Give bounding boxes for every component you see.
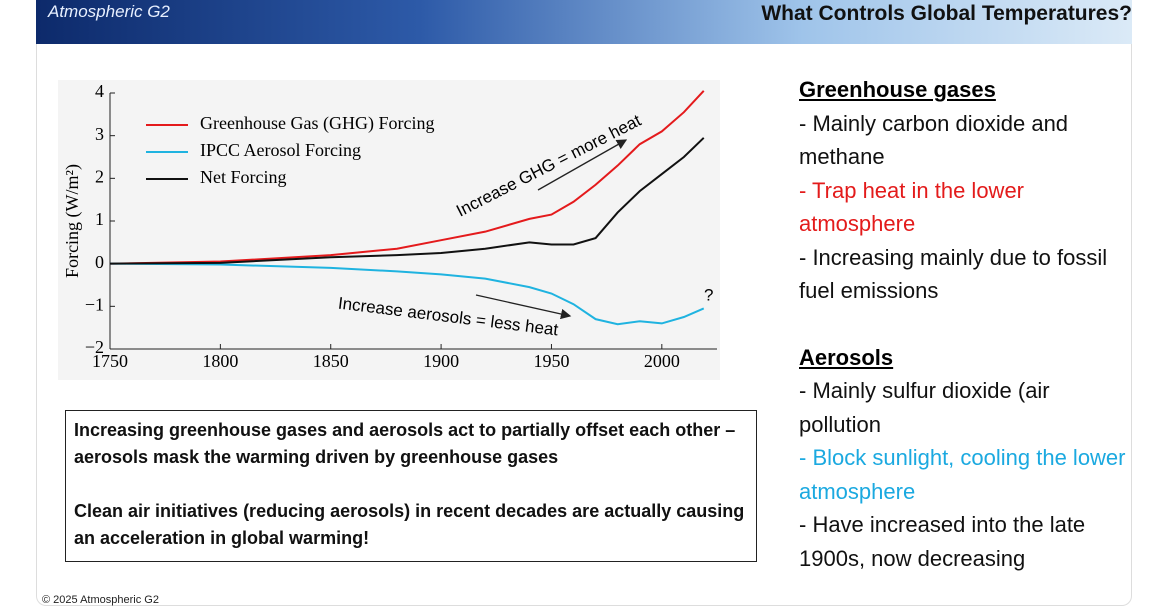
- section-item: - Mainly sulfur dioxide (air pollution: [799, 378, 1050, 437]
- annotation: Increase GHG = more heat: [453, 111, 644, 221]
- y-tick-label: 0: [95, 252, 104, 272]
- legend-label: IPCC Aerosol Forcing: [200, 140, 361, 160]
- x-tick-label: 2000: [644, 351, 680, 371]
- chart: −2 −1 0 1 2 3 4 1750 1800 1850 1900 1950 2000 Forcing…: [58, 80, 720, 380]
- y-tick-label: −1: [85, 294, 104, 314]
- slide-frame: [36, 0, 1132, 606]
- slide-title: What Controls Global Temperatures?: [761, 2, 1132, 25]
- x-tick-label: 1900: [423, 351, 459, 371]
- legend-label: Greenhouse Gas (GHG) Forcing: [200, 113, 434, 134]
- arrow: [537, 139, 628, 191]
- annotation: Increase aerosols = less heat: [337, 294, 560, 340]
- section-heading: Greenhouse gases: [799, 77, 996, 102]
- section-item: - Trap heat in the lower atmosphere: [799, 177, 1025, 237]
- x-tick-label: 1950: [533, 351, 569, 371]
- note-text: Increasing greenhouse gases and aerosols…: [74, 420, 736, 467]
- header: Atmospheric G2 What Controls Global Temp…: [36, 0, 1132, 44]
- legend-label: Net Forcing: [200, 167, 286, 187]
- arrow: [475, 294, 572, 320]
- x-tick-label: 1750: [92, 351, 128, 371]
- y-tick-label: 4: [95, 81, 104, 101]
- section-item: - Increasing mainly due to fossil fuel e…: [799, 244, 1108, 304]
- section-item: - Block sunlight, cooling the lower atmo…: [799, 445, 1126, 504]
- section-item: - Have increased into the late 1900s, no…: [799, 512, 1086, 571]
- note-text: Clean air initiatives (reducing aerosols…: [74, 501, 745, 548]
- logo: Atmospheric G2: [48, 2, 170, 21]
- series-line: [109, 90, 705, 265]
- section-heading: Aerosols: [799, 344, 894, 370]
- note-box: Increasing greenhouse gases and aerosols…: [65, 410, 757, 562]
- y-axis-label: Forcing (W/m²): [62, 164, 83, 278]
- y-tick-label: −2: [85, 337, 104, 357]
- x-tick-label: 1850: [313, 351, 349, 371]
- annotation: ?: [704, 285, 713, 304]
- y-tick-label: 1: [95, 209, 104, 229]
- series-line: [109, 262, 705, 326]
- y-tick-label: 2: [95, 166, 104, 186]
- footer: © 2025 Atmospheric G2: [42, 594, 159, 606]
- x-tick-label: 1800: [202, 351, 238, 371]
- section-item: - Mainly carbon dioxide and methane: [799, 110, 1069, 170]
- y-tick-label: 3: [95, 124, 104, 144]
- series-line: [109, 137, 705, 265]
- side-text: Greenhouse gases - Mainly carbon dioxide …: [799, 73, 1129, 575]
